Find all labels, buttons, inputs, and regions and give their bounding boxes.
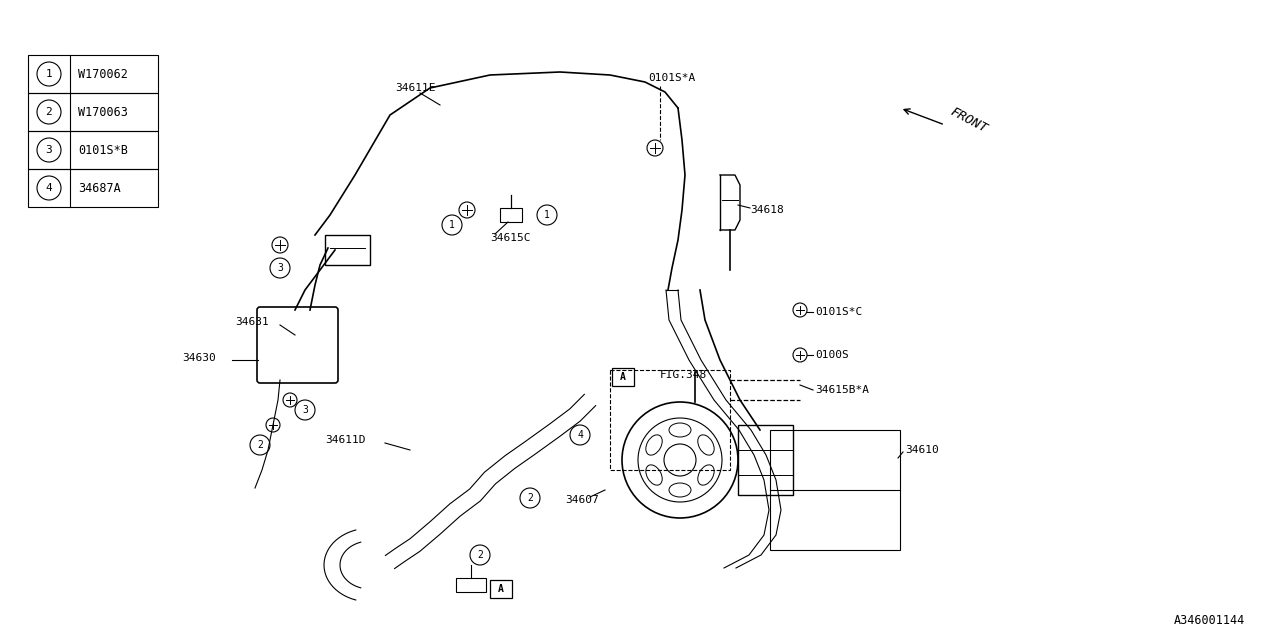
Text: 1: 1: [544, 210, 550, 220]
Text: A: A: [620, 372, 626, 382]
Bar: [611, 370, 730, 470]
Text: 34615B*A: 34615B*A: [815, 385, 869, 395]
Bar: [325, 235, 370, 265]
Text: 34631: 34631: [236, 317, 269, 327]
Text: 34611E: 34611E: [396, 83, 435, 93]
Text: 2: 2: [527, 493, 532, 503]
Bar: [28, 131, 157, 169]
Text: 0100S: 0100S: [815, 350, 849, 360]
Bar: [456, 578, 486, 592]
Text: A346001144: A346001144: [1174, 614, 1245, 627]
Text: 3: 3: [46, 145, 52, 155]
Text: 3: 3: [302, 405, 308, 415]
Text: 34687A: 34687A: [78, 182, 120, 195]
Text: 0101S*B: 0101S*B: [78, 143, 128, 157]
Text: 4: 4: [577, 430, 582, 440]
Bar: [612, 368, 634, 386]
Text: FRONT: FRONT: [948, 105, 989, 135]
Text: 34607: 34607: [564, 495, 599, 505]
Text: 3: 3: [276, 263, 283, 273]
Bar: [739, 425, 794, 495]
Text: W170063: W170063: [78, 106, 128, 118]
Bar: [28, 55, 157, 93]
Bar: [500, 208, 522, 222]
Text: FIG.348: FIG.348: [660, 370, 708, 380]
Text: 4: 4: [46, 183, 52, 193]
Text: 2: 2: [257, 440, 262, 450]
Text: 34630: 34630: [182, 353, 216, 363]
Bar: [28, 93, 157, 131]
Text: 2: 2: [477, 550, 483, 560]
Text: W170062: W170062: [78, 67, 128, 81]
Text: 1: 1: [46, 69, 52, 79]
Bar: [490, 580, 512, 598]
Text: 34618: 34618: [750, 205, 783, 215]
Text: 34615C: 34615C: [490, 233, 530, 243]
Bar: [28, 169, 157, 207]
Bar: [771, 430, 900, 550]
Text: A: A: [498, 584, 504, 594]
Text: 34610: 34610: [905, 445, 938, 455]
Text: 34611D: 34611D: [325, 435, 366, 445]
Text: 2: 2: [46, 107, 52, 117]
Text: 0101S*C: 0101S*C: [815, 307, 863, 317]
Text: 1: 1: [449, 220, 454, 230]
Text: 0101S*A: 0101S*A: [648, 73, 695, 83]
